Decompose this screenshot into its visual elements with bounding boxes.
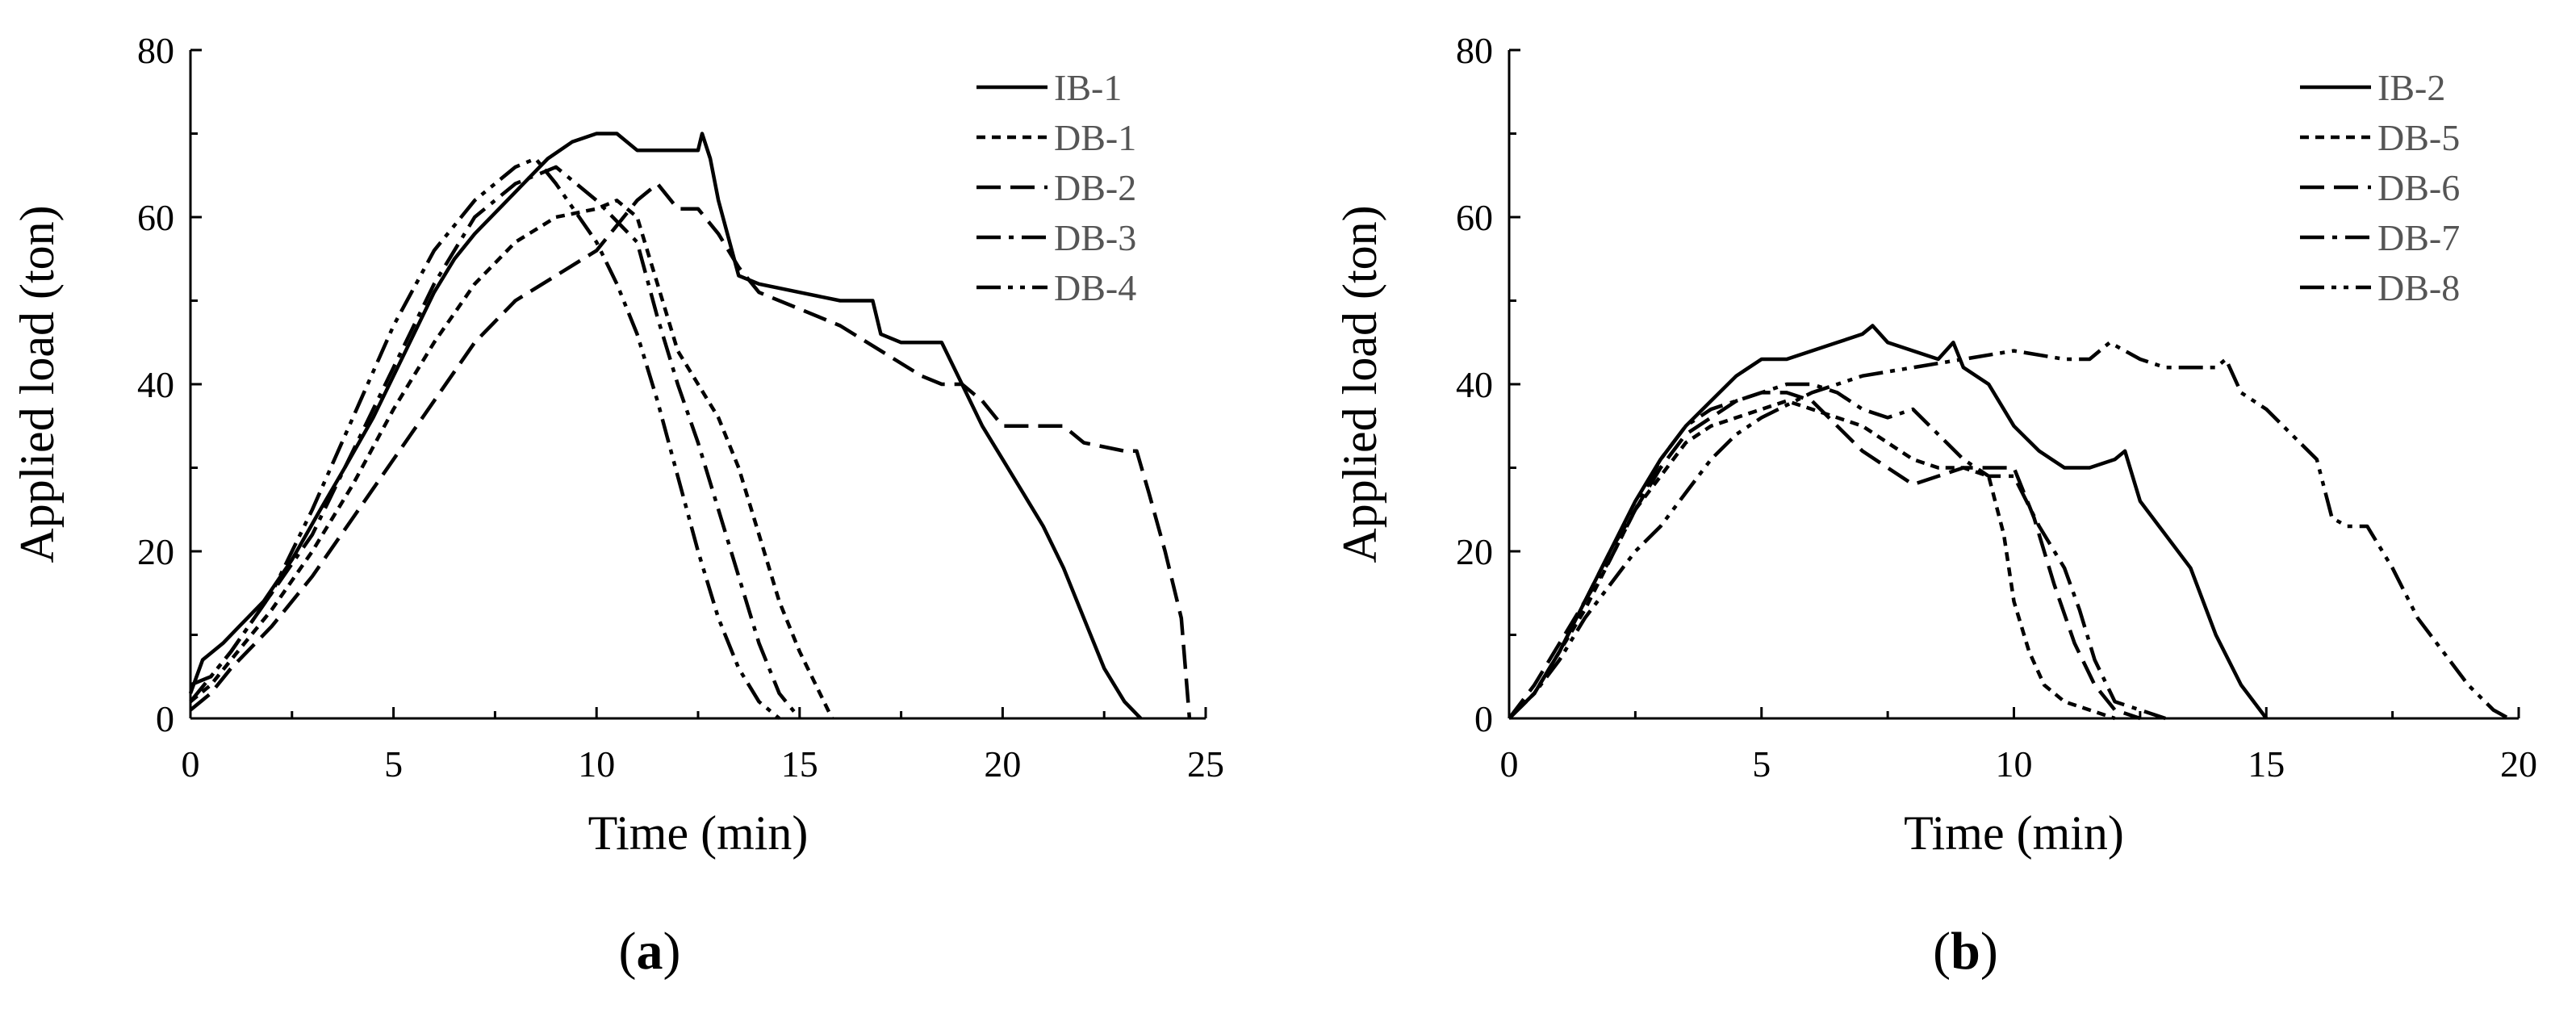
y-axis-title: Applied load (ton) — [10, 205, 64, 563]
legend-label: DB-3 — [1054, 217, 1136, 258]
y-tick-label: 60 — [137, 197, 174, 238]
series-line-ib-2 — [1508, 324, 2269, 720]
y-tick-label: 20 — [137, 531, 174, 572]
series-line-db-3 — [190, 165, 801, 720]
x-tick-label: 15 — [781, 743, 818, 785]
x-tick-label: 0 — [182, 743, 200, 785]
chart-panel-a: 0 20 40 60 80 0 5 10 15 20 25 Time (min) Applied loa… — [10, 30, 1224, 981]
legend-label: IB-1 — [1054, 67, 1122, 108]
legend-label: DB-2 — [1054, 167, 1136, 208]
panel-label-part: ) — [1980, 922, 1998, 981]
y-tick-label: 40 — [137, 364, 174, 405]
series-line-db-8 — [1508, 341, 2510, 720]
x-tick-label: 25 — [1187, 743, 1224, 785]
series-line-db-4 — [189, 157, 781, 720]
y-tick-label: 80 — [1456, 30, 1493, 71]
series-line-db-1 — [189, 199, 834, 719]
panel-label: (a) — [619, 922, 681, 981]
chart-panel-b: 0 20 40 60 80 0 5 10 15 20 Time (min) Applied load … — [1333, 30, 2537, 981]
x-tick-label: 15 — [2248, 743, 2285, 785]
legend-label: IB-2 — [2377, 67, 2445, 108]
y-tick-label: 20 — [1456, 531, 1493, 572]
panel-label-part: ) — [663, 922, 681, 981]
legend-label: DB-4 — [1054, 267, 1136, 308]
legend-label: DB-8 — [2377, 267, 2460, 308]
legend-label: DB-6 — [2377, 167, 2460, 208]
series-line-db-6 — [1508, 391, 2141, 721]
y-tick-label: 40 — [1456, 364, 1493, 405]
y-tick-label: 80 — [137, 30, 174, 71]
y-axis-title: Applied load (ton) — [1333, 205, 1386, 563]
panel-label-part: ( — [1933, 922, 1951, 981]
legend-label: DB-1 — [1054, 117, 1136, 158]
panel-label-part: a — [637, 922, 663, 981]
series-line-db-5 — [1508, 399, 2116, 721]
legend-label: DB-7 — [2377, 217, 2460, 258]
series-line-db-7 — [1508, 382, 2166, 721]
y-tick-label: 0 — [1474, 698, 1493, 739]
y-tick-label: 60 — [1456, 197, 1493, 238]
y-tick-label: 0 — [156, 698, 174, 739]
x-tick-label: 0 — [1500, 743, 1519, 785]
x-tick-label: 5 — [384, 743, 403, 785]
series-line-db-2 — [189, 182, 1192, 719]
x-axis-title: Time (min) — [588, 806, 809, 860]
x-tick-label: 20 — [984, 743, 1021, 785]
x-tick-label: 20 — [2500, 743, 2537, 785]
x-tick-label: 10 — [578, 743, 615, 785]
x-tick-label: 10 — [1996, 743, 2033, 785]
legend-label: DB-5 — [2377, 117, 2460, 158]
x-axis-title: Time (min) — [1904, 806, 2124, 860]
panel-label-part: ( — [619, 922, 637, 981]
x-tick-label: 5 — [1752, 743, 1771, 785]
panel-label: (b) — [1933, 922, 1998, 981]
panel-label-part: b — [1951, 922, 1980, 981]
